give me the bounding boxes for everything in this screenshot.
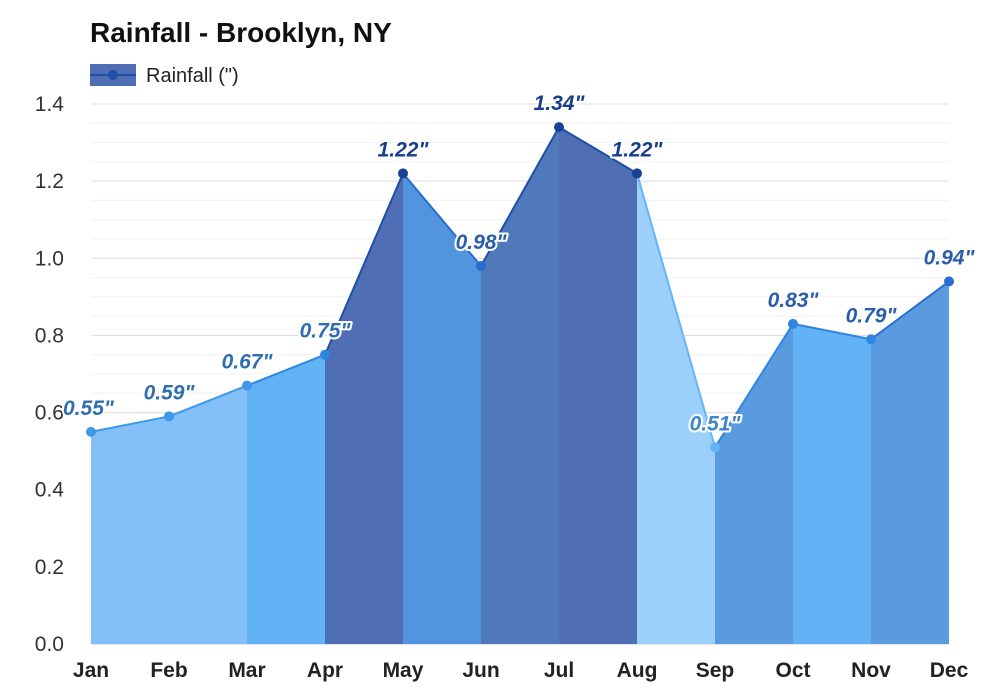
- data-label: 0.83": [768, 289, 820, 312]
- data-label: 0.79": [846, 304, 898, 327]
- area-segment: [637, 173, 715, 644]
- area-segment: [481, 127, 559, 644]
- data-label: 0.55": [63, 397, 115, 420]
- line-segment: [168, 384, 248, 418]
- area-segment: [247, 354, 325, 644]
- x-tick-label: Apr: [307, 659, 343, 682]
- data-label: 0.94": [924, 246, 976, 269]
- area-segment: [91, 416, 169, 644]
- line-segment: [246, 353, 326, 387]
- line-segment: [714, 322, 794, 449]
- y-tick-label: 0.2: [35, 556, 64, 579]
- area-segment: [169, 385, 247, 644]
- x-tick-label: Dec: [930, 659, 969, 682]
- area-segment: [325, 173, 403, 644]
- data-point: [86, 426, 96, 437]
- x-tick-label: Aug: [617, 659, 658, 682]
- data-point: [944, 276, 954, 287]
- data-label: 0.67": [222, 351, 274, 374]
- data-label: 0.59": [144, 381, 196, 404]
- line-segment: [636, 172, 716, 449]
- y-axis-ticks: 0.0 0.2 0.4 0.6 0.8 1.0 1.2 1.4: [35, 93, 65, 656]
- data-point: [242, 380, 252, 391]
- y-tick-label: 1.2: [35, 170, 64, 193]
- data-point: [554, 122, 564, 133]
- y-tick-label: 1.4: [35, 93, 65, 116]
- data-label: 0.51": [690, 412, 742, 435]
- legend-marker: [108, 70, 118, 80]
- x-tick-label: Sep: [696, 659, 735, 682]
- data-label: 0.98": [456, 231, 508, 254]
- x-axis-ticks: Jan Feb Mar Apr May Jun Jul Aug Sep Oct Nov Dec: [73, 659, 969, 682]
- y-tick-label: 1.0: [35, 247, 64, 270]
- line-segment: [324, 172, 404, 356]
- data-point: [632, 168, 642, 179]
- area-segment: [559, 127, 637, 644]
- data-point: [476, 261, 486, 271]
- data-labels: 0.55" 0.59" 0.67" 0.75" 1.22" 0.98" 1.34" 1.22"…: [61, 90, 977, 437]
- data-label: 1.34": [534, 92, 586, 115]
- x-tick-label: Oct: [775, 659, 810, 682]
- x-tick-label: Nov: [851, 659, 891, 682]
- area-segment: [715, 323, 793, 644]
- line-segment: [90, 415, 170, 433]
- series-line: [90, 126, 950, 449]
- data-label: 0.75": [300, 320, 352, 343]
- x-tick-label: Mar: [228, 659, 265, 682]
- area-segment: [871, 281, 949, 644]
- line-segment: [558, 126, 638, 175]
- data-point: [320, 349, 330, 360]
- x-tick-label: Feb: [150, 659, 187, 682]
- x-tick-label: Jul: [544, 659, 574, 682]
- data-label: 1.22": [612, 138, 664, 161]
- chart-title: Rainfall - Brooklyn, NY: [90, 17, 392, 48]
- legend-label: Rainfall ("): [146, 65, 239, 87]
- line-segment: [402, 172, 482, 267]
- area-segments: [91, 127, 949, 644]
- y-tick-label: 0.4: [35, 479, 65, 502]
- x-tick-label: May: [383, 659, 424, 682]
- line-segment: [792, 322, 872, 341]
- x-tick-label: Jun: [462, 659, 499, 682]
- area-segment: [793, 323, 871, 644]
- legend: Rainfall ("): [90, 64, 239, 87]
- area-segment: [403, 173, 481, 644]
- y-tick-label: 0.8: [35, 324, 64, 347]
- line-segment: [870, 280, 950, 341]
- y-tick-label: 0.0: [35, 633, 64, 656]
- y-tick-label: 0.6: [35, 402, 64, 425]
- data-point: [164, 411, 174, 422]
- data-label: 1.22": [378, 138, 430, 161]
- data-point: [398, 168, 408, 179]
- data-point: [866, 334, 876, 345]
- data-points: [86, 122, 954, 453]
- x-tick-label: Jan: [73, 659, 109, 682]
- data-point: [788, 318, 798, 329]
- data-point: [710, 442, 720, 453]
- line-segment: [480, 126, 560, 267]
